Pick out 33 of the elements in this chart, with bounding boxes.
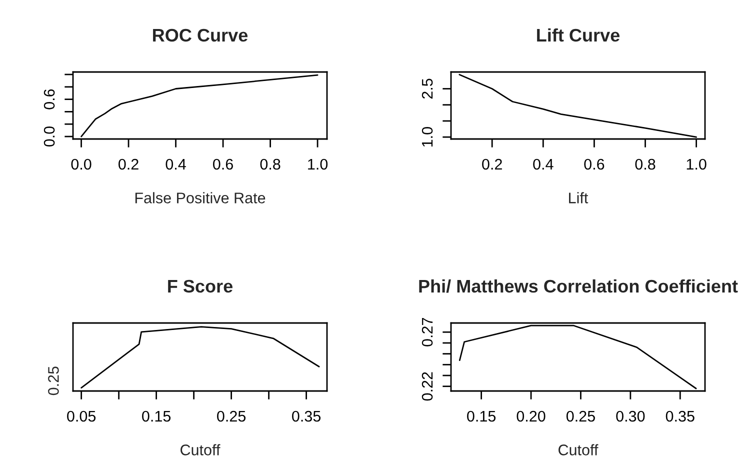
x-tick-label: 0.6 [213,158,233,170]
x-tick-label: 0.0 [71,158,92,170]
x-tick-label: 0.35 [666,410,694,422]
x-tick-label: 0.15 [142,410,171,422]
y-tick-label: 1.0 [422,127,433,147]
x-tick-label: 0.4 [533,158,554,170]
chart-title: Lift Curve [537,28,620,42]
x-tick-label: 0.15 [467,410,496,422]
x-tick-label: 1.0 [686,158,706,170]
y-tick-label: 2.5 [422,78,433,99]
x-tick-label: 1.0 [308,158,328,170]
x-axis-title: Cutoff [180,444,220,456]
x-tick-label: 0.2 [118,158,138,170]
chart-title: Phi/ Matthews Correlation Coefficient [419,279,738,293]
x-tick-label: 0.30 [616,410,645,422]
x-tick-label: 0.6 [584,158,604,170]
x-tick-label: 0.8 [260,158,280,170]
y-tick-label: 0.27 [422,318,433,346]
x-tick-label: 0.20 [516,410,546,422]
x-axis-title: Cutoff [558,444,598,456]
x-tick-label: 0.25 [566,410,595,422]
x-tick-label: 0.05 [67,410,96,422]
y-tick-label: 0.22 [422,372,433,401]
x-tick-label: 0.35 [292,410,321,422]
x-tick-label: 0.25 [217,410,246,422]
x-axis-title: Lift [569,192,588,204]
chart-title: ROC Curve [153,28,248,42]
text: 0.25 [48,366,59,396]
x-tick-label: 0.4 [166,158,186,170]
x-axis-title: False Positive Rate [135,192,266,204]
x-tick-label: 0.2 [482,158,502,170]
chart-title: F Score [168,280,232,293]
x-tick-label: 0.8 [635,158,656,170]
